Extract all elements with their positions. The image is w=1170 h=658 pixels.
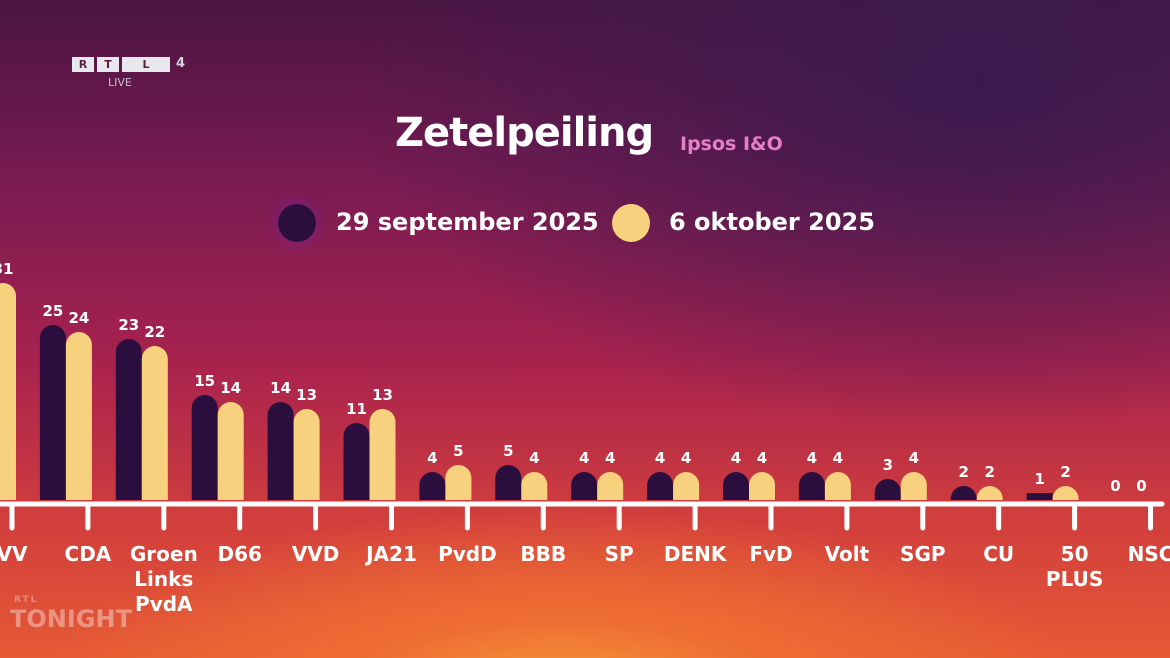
bar-okt <box>976 486 1003 500</box>
x-tick-label: D66 <box>217 542 261 566</box>
bar-value-label: 0 <box>1110 477 1120 495</box>
logo-channel-number: 4 <box>176 56 186 71</box>
x-tick-label: DENK <box>664 542 728 566</box>
bar-value-label: 4 <box>605 449 615 467</box>
x-tick-label: Links <box>134 567 193 591</box>
bar-okt <box>1052 486 1079 500</box>
x-tick-label: PvdA <box>135 592 193 616</box>
bar-sep <box>343 423 370 500</box>
x-tick-label: Groen <box>130 542 198 566</box>
bar-okt <box>900 472 927 500</box>
bar-okt <box>749 472 775 500</box>
bar-sep <box>267 402 294 500</box>
bar-value-label: 4 <box>579 449 589 467</box>
bar-value-label: 4 <box>427 449 437 467</box>
x-tick-label: CU <box>983 542 1014 566</box>
x-tick-label: NSC <box>1128 542 1170 566</box>
bar-value-label: 4 <box>655 449 665 467</box>
logo-letter-t: T <box>97 57 119 72</box>
logo-letter-l: L <box>122 57 170 72</box>
bar-okt <box>445 465 472 500</box>
bar-sep <box>495 465 522 500</box>
bar-value-label: 13 <box>372 386 393 404</box>
x-tick-label: Volt <box>825 542 870 566</box>
x-tick-label: SGP <box>900 542 945 566</box>
bar-value-label: 2 <box>958 463 968 481</box>
bar-value-label: 1 <box>1034 470 1044 488</box>
bar-value-label: 4 <box>681 449 691 467</box>
bar-value-label: 4 <box>731 449 741 467</box>
bar-okt <box>521 472 548 500</box>
bar-value-label: 14 <box>220 379 241 397</box>
live-indicator: LIVE <box>108 76 132 89</box>
legend-swatch-okt <box>612 204 650 242</box>
bar-okt <box>824 472 851 500</box>
bar-value-label: 25 <box>42 302 63 320</box>
x-tick-label: CDA <box>65 542 112 566</box>
bar-value-label: 15 <box>194 372 215 390</box>
bar-okt <box>217 402 244 500</box>
bar-value-label: 0 <box>1136 477 1146 495</box>
bar-value-label: 31 <box>0 260 13 278</box>
bar-sep <box>798 472 825 500</box>
x-tick-label: PvdD <box>438 542 497 566</box>
watermark-rtl: RTL <box>14 595 39 605</box>
bar-sep <box>571 472 598 500</box>
bar-value-label: 13 <box>296 386 317 404</box>
x-tick-label: FvD <box>749 542 792 566</box>
bar-value-label: 2 <box>1060 463 1070 481</box>
bar-okt <box>141 346 168 500</box>
bar-value-label: 24 <box>68 309 89 327</box>
bar-value-label: 22 <box>144 323 165 341</box>
bar-value-label: 4 <box>757 449 767 467</box>
bar-okt <box>65 332 92 500</box>
watermark-tonight: TONIGHT <box>10 605 132 633</box>
x-tick-label: JA21 <box>364 542 417 566</box>
legend-label-sep: 29 september 2025 <box>336 208 599 236</box>
bar-sep <box>874 479 901 500</box>
bar-value-label: 3 <box>883 456 893 474</box>
x-tick-label: VVD <box>292 542 340 566</box>
x-tick-label: 50 <box>1061 542 1089 566</box>
bar-okt <box>673 472 700 500</box>
logo-letter-r: R <box>72 57 94 72</box>
bar-value-label: 14 <box>270 379 291 397</box>
bar-sep <box>950 486 977 500</box>
legend-swatch-sep <box>278 204 316 242</box>
bar-sep <box>39 325 66 500</box>
bar-sep <box>1026 493 1053 500</box>
bar-value-label: 5 <box>453 442 463 460</box>
bar-value-label: 4 <box>833 449 843 467</box>
chart-subtitle: Ipsos I&O <box>680 133 783 155</box>
x-tick-label: BBB <box>520 542 566 566</box>
bar-okt <box>0 283 16 500</box>
bar-sep <box>115 339 142 500</box>
bar-value-label: 4 <box>909 449 919 467</box>
bar-value-label: 23 <box>118 316 139 334</box>
bar-value-label: 4 <box>529 449 539 467</box>
bar-sep <box>647 472 674 500</box>
chart-title: Zetelpeiling <box>395 110 654 156</box>
x-tick-label: VV <box>0 542 28 566</box>
bar-value-label: 2 <box>984 463 994 481</box>
x-tick-label: SP <box>605 542 634 566</box>
bar-value-label: 11 <box>346 400 367 418</box>
bar-value-label: 5 <box>503 442 513 460</box>
bar-sep <box>723 472 749 500</box>
x-tick-label: PLUS <box>1046 567 1103 591</box>
rtl4-logo: R T L 4 LIVE <box>72 56 202 93</box>
bar-okt <box>369 409 396 500</box>
bar-sep <box>191 395 218 500</box>
legend-label-okt: 6 oktober 2025 <box>669 208 875 236</box>
bar-sep <box>419 472 446 500</box>
bar-okt <box>293 409 320 500</box>
bar-value-label: 4 <box>807 449 817 467</box>
bar-okt <box>597 472 624 500</box>
